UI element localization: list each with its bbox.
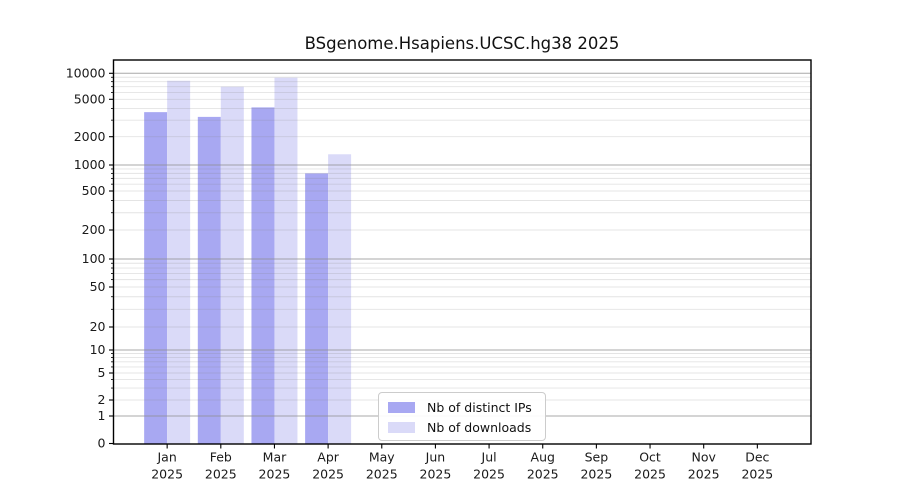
x-tick-label-year: 2025 bbox=[580, 467, 612, 482]
bar-distinct-ips-mar bbox=[251, 107, 275, 445]
chart-title: BSgenome.Hsapiens.UCSC.hg38 2025 bbox=[304, 34, 620, 53]
x-tick-label-month: Apr bbox=[317, 450, 339, 465]
bar-downloads-apr bbox=[328, 154, 352, 444]
legend-swatch-distinct-ips-icon bbox=[388, 401, 415, 413]
bar-distinct-ips-jan bbox=[144, 112, 168, 444]
x-tick-label-year: 2025 bbox=[527, 467, 559, 482]
x-tick-label-month: Jun bbox=[425, 450, 446, 465]
legend-label-distinct-ips: Nb of distinct IPs bbox=[427, 399, 532, 415]
bar-distinct-ips-apr bbox=[305, 173, 329, 445]
y-tick-label: 5000 bbox=[74, 92, 106, 107]
x-tick-label-month: Mar bbox=[263, 450, 287, 465]
y-tick-label: 2 bbox=[98, 392, 106, 407]
x-tick-label-year: 2025 bbox=[151, 467, 183, 482]
x-tick-label-month: Jul bbox=[481, 450, 497, 465]
x-tick-label-month: Dec bbox=[745, 450, 769, 465]
x-tick-label-year: 2025 bbox=[420, 467, 452, 482]
legend-swatch-downloads-icon bbox=[388, 421, 415, 433]
y-tick-label: 500 bbox=[82, 183, 106, 198]
x-tick-label-year: 2025 bbox=[259, 467, 291, 482]
x-tick-label-year: 2025 bbox=[366, 467, 398, 482]
y-tick-label: 1 bbox=[98, 408, 106, 423]
x-tick-label-year: 2025 bbox=[688, 467, 720, 482]
legend: Nb of distinct IPs Nb of downloads bbox=[378, 392, 546, 441]
bar-downloads-feb bbox=[220, 86, 244, 445]
legend-label-downloads: Nb of downloads bbox=[427, 419, 532, 435]
y-tick-label: 20 bbox=[90, 319, 106, 334]
bar-downloads-jan bbox=[167, 80, 191, 445]
legend-item-downloads: Nb of downloads bbox=[388, 418, 536, 436]
bar-downloads-mar bbox=[274, 77, 298, 444]
y-tick-label: 200 bbox=[82, 222, 106, 237]
x-tick-label-year: 2025 bbox=[741, 467, 773, 482]
y-tick-label: 1000 bbox=[74, 157, 106, 172]
x-tick-label-year: 2025 bbox=[205, 467, 237, 482]
y-tick-label: 50 bbox=[90, 279, 106, 294]
y-tick-label: 10 bbox=[90, 342, 106, 357]
x-tick-label-month: Oct bbox=[639, 450, 661, 465]
x-tick-label-year: 2025 bbox=[473, 467, 505, 482]
y-tick-label: 0 bbox=[98, 436, 106, 451]
x-tick-label-month: Aug bbox=[531, 450, 555, 465]
y-tick-label: 5 bbox=[98, 365, 106, 380]
x-tick-label-year: 2025 bbox=[634, 467, 666, 482]
x-tick-label-month: Jan bbox=[157, 450, 177, 465]
x-tick-label-month: Nov bbox=[691, 450, 716, 465]
x-tick-label-month: Sep bbox=[585, 450, 609, 465]
y-tick-label: 100 bbox=[82, 251, 106, 266]
legend-item-distinct-ips: Nb of distinct IPs bbox=[388, 398, 536, 416]
axes-frame bbox=[112, 59, 812, 445]
y-tick-label: 10000 bbox=[66, 66, 106, 81]
x-tick-label-year: 2025 bbox=[312, 467, 344, 482]
y-tick-label: 2000 bbox=[74, 129, 106, 144]
x-tick-label-month: Feb bbox=[210, 450, 232, 465]
x-tick-label-month: May bbox=[369, 450, 395, 465]
bar-distinct-ips-feb bbox=[197, 116, 221, 445]
